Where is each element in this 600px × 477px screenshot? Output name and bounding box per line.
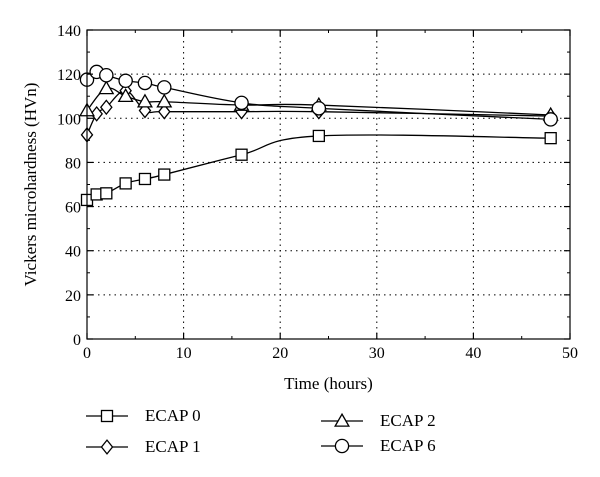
data-point <box>543 112 558 127</box>
data-point <box>98 80 115 95</box>
data-point <box>312 129 325 143</box>
data-point <box>544 131 557 145</box>
plot-frame <box>86 29 571 340</box>
x-tick-label: 10 <box>176 345 192 362</box>
data-point <box>99 67 114 83</box>
data-point <box>235 148 248 161</box>
data-point <box>158 168 171 181</box>
data-point <box>138 172 152 186</box>
x-tick-label: 40 <box>465 345 481 362</box>
series-ecap-0 <box>80 129 557 207</box>
data-point <box>234 95 249 111</box>
data-point <box>137 75 153 91</box>
data-point <box>157 103 171 120</box>
legend-label: ECAP 6 <box>380 436 436 455</box>
legend-label: ECAP 0 <box>145 406 201 425</box>
legend-swatch <box>86 439 128 455</box>
data-point <box>119 177 132 190</box>
y-tick-label: 120 <box>57 67 81 84</box>
y-tick-label: 20 <box>65 288 81 305</box>
y-tick-label: 80 <box>65 155 81 172</box>
series-line <box>86 90 551 136</box>
data-point <box>156 93 173 108</box>
y-tick-label: 100 <box>57 111 81 128</box>
x-tick-label: 0 <box>83 345 91 362</box>
y-tick-label: 40 <box>65 244 81 261</box>
series-ecap-6 <box>79 64 558 127</box>
legend-item-ecap-6: ECAP 6 <box>320 436 436 456</box>
ticks: 0 10 20 30 40 50 0 20 40 60 80 100 120 140 <box>57 23 578 362</box>
legend-item-ecap-0: ECAP 0 <box>85 406 201 426</box>
y-tick-label: 140 <box>57 23 81 40</box>
legend-label: ECAP 2 <box>380 411 436 430</box>
legend-item-ecap-2: ECAP 2 <box>320 411 436 431</box>
y-tick-label: 60 <box>65 200 81 217</box>
x-tick-label: 20 <box>272 345 288 362</box>
series-line <box>86 134 551 201</box>
data-point <box>90 105 103 122</box>
data-point <box>311 101 327 116</box>
data-point <box>100 187 113 200</box>
legend-item-ecap-1: ECAP 1 <box>85 437 201 457</box>
legend-swatch <box>321 412 363 427</box>
legend-swatch <box>86 409 128 423</box>
data-point <box>118 73 133 89</box>
x-tick-label: 50 <box>562 345 578 362</box>
grid <box>87 30 570 339</box>
y-tick-label: 0 <box>73 332 81 349</box>
x-tick-label: 30 <box>369 345 385 362</box>
data-point <box>117 88 134 103</box>
y-axis-label: Vickers microhardness (HVn) <box>21 83 40 287</box>
data-point <box>157 80 172 95</box>
legend-label: ECAP 1 <box>145 437 201 456</box>
x-axis-label: Time (hours) <box>284 374 373 393</box>
data-point <box>136 93 153 108</box>
legend-swatch <box>321 438 363 454</box>
data-point <box>99 99 113 116</box>
series-layer <box>79 64 559 207</box>
